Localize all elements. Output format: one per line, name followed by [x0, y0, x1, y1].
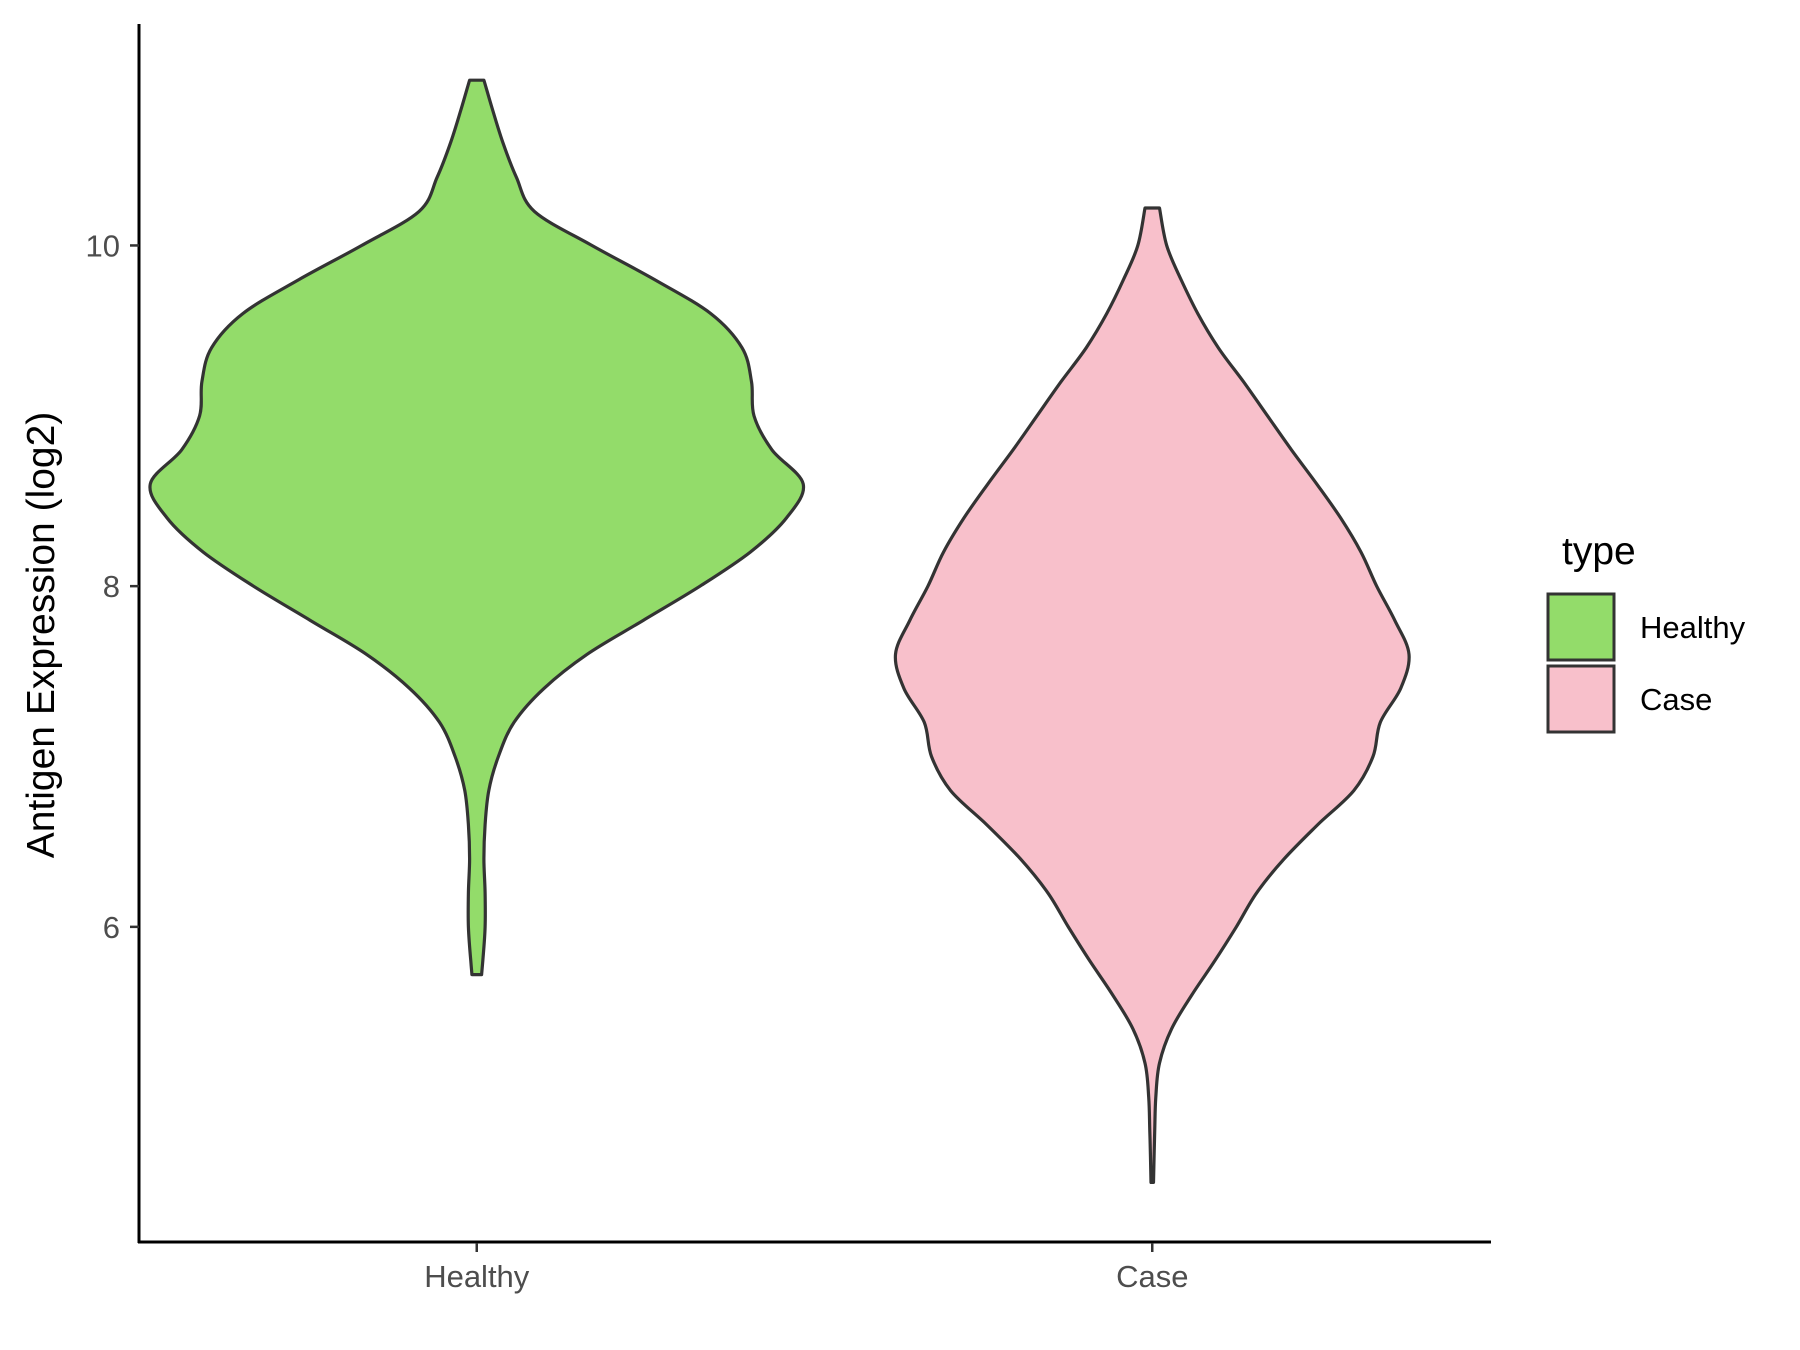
y-axis-title: Antigen Expression (log2) [20, 412, 63, 859]
violin-healthy [148, 78, 806, 977]
legend-label: Case [1640, 682, 1712, 717]
x-tick-label: Healthy [424, 1259, 530, 1294]
x-ticks: Healthy Case [424, 1243, 1188, 1294]
axes-layer [137, 24, 1491, 1244]
y-tick-label: 8 [103, 569, 120, 604]
violin-case [893, 206, 1411, 1184]
legend-title: type [1562, 530, 1636, 573]
y-ticks: 6 8 10 [86, 228, 139, 945]
x-tick-label: Case [1116, 1259, 1188, 1294]
legend-label: Healthy [1640, 610, 1746, 645]
legend-key-healthy [1546, 592, 1616, 662]
y-tick-label: 10 [86, 228, 120, 263]
legend-entries: Healthy Case [1546, 592, 1746, 734]
legend-key-case [1546, 664, 1616, 734]
legend: type Healthy Case [1546, 530, 1746, 734]
violins-layer [148, 78, 1411, 1184]
y-tick-label: 6 [103, 910, 120, 945]
